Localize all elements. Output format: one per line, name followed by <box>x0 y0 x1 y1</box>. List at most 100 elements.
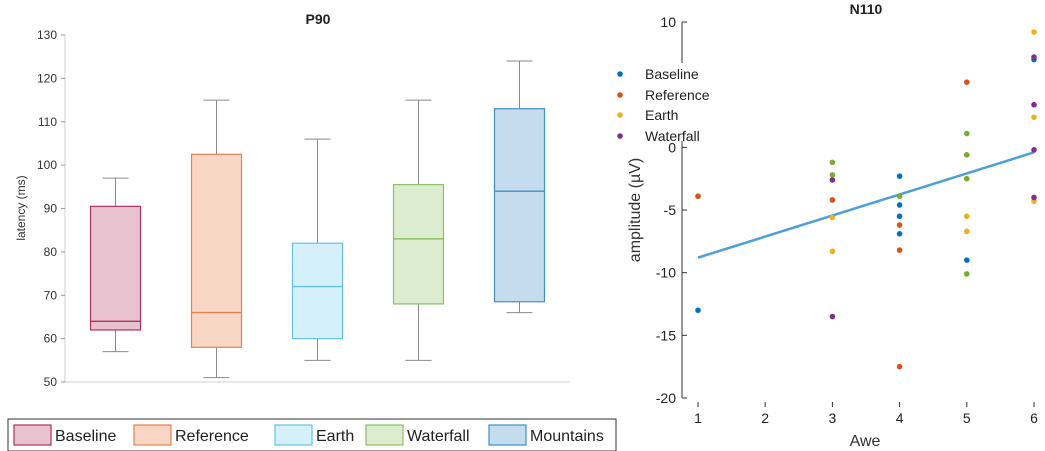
scatter-point <box>695 193 701 200</box>
scatter-point <box>1031 29 1037 35</box>
box-waterfall <box>392 99 445 361</box>
scatter-legend-marker <box>617 71 623 77</box>
scatter-y-tick-label: -15 <box>656 327 676 343</box>
scatter-chart: N110 -20-15-10-50510123456 Awe amplitude… <box>606 1 1038 450</box>
box-iqr <box>190 153 243 348</box>
scatter-point <box>1031 194 1037 201</box>
scatter-point <box>1031 54 1037 60</box>
box-iqr <box>291 242 344 340</box>
scatter-point <box>829 214 836 221</box>
scatter-point <box>896 213 903 220</box>
box-plot-y-axis-label: latency (ms) <box>14 175 28 240</box>
box-plot-title: P90 <box>306 11 331 27</box>
scatter-legend-item-baseline: Baseline <box>617 66 699 82</box>
scatter-point <box>896 247 903 253</box>
scatter-point <box>896 202 903 208</box>
legend-label: Mountains <box>530 428 604 445</box>
scatter-series-reference <box>695 79 970 370</box>
box-iqr <box>392 184 445 305</box>
legend-item-mountains: Mountains <box>488 424 604 446</box>
scatter-x-tick-label: 3 <box>829 410 837 426</box>
legend-item-waterfall: Waterfall <box>365 424 470 446</box>
scatter-point <box>1031 101 1037 108</box>
legend-swatch <box>133 424 172 446</box>
box-plot-y-tick-label: 80 <box>44 245 58 259</box>
scatter-x-tick-label: 5 <box>963 410 971 426</box>
legend-swatch <box>488 424 527 446</box>
legend-swatch <box>13 424 52 446</box>
scatter-point <box>964 271 970 277</box>
box-baseline <box>89 177 142 353</box>
scatter-point <box>1031 147 1037 153</box>
scatter-legend-marker <box>617 112 623 118</box>
scatter-y-tick-label: 0 <box>668 139 676 155</box>
scatter-marks <box>695 29 1037 370</box>
scatter-y-tick-label: 10 <box>660 14 676 30</box>
box-plot-y-tick-label: 70 <box>44 288 58 302</box>
scatter-legend-marker <box>617 133 623 139</box>
scatter-point <box>964 130 970 137</box>
scatter-point <box>964 213 970 220</box>
scatter-y-tick-label: -10 <box>656 265 676 281</box>
scatter-legend: Baseline Reference Earth Waterfall <box>606 63 724 144</box>
scatter-point <box>964 79 970 85</box>
scatter-y-axis-label: amplitude (µV) <box>627 158 644 262</box>
scatter-y-tick-label: -20 <box>656 390 676 406</box>
legend-swatch <box>365 424 404 446</box>
legend-item-reference: Reference <box>133 424 249 446</box>
box-iqr <box>493 108 546 303</box>
scatter-x-tick-label: 4 <box>896 410 904 426</box>
scatter-legend-item-waterfall: Waterfall <box>617 128 700 144</box>
box-earth <box>291 138 344 361</box>
scatter-x-axis-label: Awe <box>850 433 881 450</box>
box-iqr <box>89 205 142 331</box>
scatter-point <box>829 197 836 203</box>
scatter-point <box>964 257 970 263</box>
scatter-y-tick-label: -5 <box>664 202 677 218</box>
legend-label: Earth <box>316 428 354 445</box>
scatter-point <box>964 175 970 182</box>
scatter-point <box>964 152 970 158</box>
scatter-point <box>829 248 836 255</box>
scatter-legend-label: Earth <box>645 107 678 123</box>
legend-item-earth: Earth <box>274 424 354 446</box>
scatter-point <box>829 313 836 320</box>
scatter-legend-item-reference: Reference <box>617 87 710 103</box>
legend-label: Baseline <box>55 428 116 445</box>
box-plot-y-tick-label: 100 <box>37 158 57 172</box>
box-mountains <box>493 60 546 314</box>
scatter-title: N110 <box>850 1 883 17</box>
box-plot-y-tick-label: 110 <box>38 115 57 129</box>
legend-label: Reference <box>175 428 249 445</box>
legend-label: Waterfall <box>407 428 470 445</box>
scatter-legend-marker <box>617 92 623 98</box>
box-plot-y-axis: 50 60 70 80 90 100 110 120 130 <box>37 28 570 389</box>
scatter-fit-line <box>697 151 1035 259</box>
scatter-x-tick-label: 2 <box>761 410 769 426</box>
box-plot-legend: Baseline Reference Earth Waterfall Mountains <box>7 418 617 451</box>
legend-item-baseline: Baseline <box>13 424 116 446</box>
scatter-point <box>695 307 701 314</box>
scatter-legend-label: Reference <box>645 87 710 103</box>
scatter-series-baseline <box>695 56 1037 314</box>
box-plot-y-tick-label: 50 <box>44 375 58 389</box>
scatter-x-tick-label: 6 <box>1030 410 1038 426</box>
box-plot-marks <box>89 60 546 379</box>
scatter-point <box>1031 114 1037 121</box>
box-plot-y-tick-label: 130 <box>37 28 57 42</box>
scatter-legend-label: Baseline <box>645 66 699 82</box>
scatter-point <box>896 231 903 237</box>
scatter-series-waterfall <box>829 54 1037 320</box>
box-plot-y-tick-label: 60 <box>44 332 58 346</box>
box-plot-y-tick-label: 90 <box>44 202 58 216</box>
box-reference <box>190 99 243 379</box>
scatter-point <box>829 177 836 183</box>
scatter-point <box>896 222 903 228</box>
box-plot-y-tick-label: 120 <box>37 71 57 85</box>
scatter-point <box>896 173 903 179</box>
scatter-legend-item-earth: Earth <box>617 107 678 123</box>
scatter-series-earth <box>829 29 1037 255</box>
legend-swatch <box>274 424 313 446</box>
